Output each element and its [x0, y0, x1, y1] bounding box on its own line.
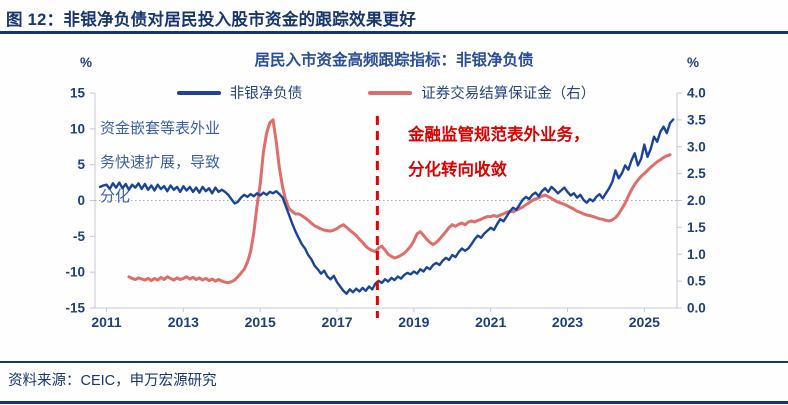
right-axis-tick-label: 0.0: [687, 301, 706, 316]
right-axis-tick-label: 4.0: [687, 86, 706, 101]
left-axis-tick-label: 10: [70, 121, 85, 136]
footer-divider: [0, 361, 788, 363]
right-axis-tick-label: 3.5: [687, 112, 706, 127]
legend-label: 非银净负债: [229, 86, 303, 102]
left-axis-tick-label: 15: [70, 86, 86, 101]
figure-caption: 图 12：非银净负债对居民投入股市资金的跟踪效果更好: [6, 11, 417, 29]
chart-legend: 非银净负债 证券交易结算保证金（右）: [95, 82, 677, 103]
left-axis-unit-label: %: [80, 55, 93, 70]
left-axis-tick-label: -15: [65, 301, 85, 316]
right-axis-tick-label: 2.0: [687, 193, 706, 208]
settlement-margin-line: [127, 118, 672, 285]
right-axis-tick-label: 1.5: [687, 220, 706, 235]
annotation-line: 务快速扩展，导致: [100, 154, 221, 171]
legend-label: 证券交易结算保证金（右）: [421, 86, 596, 102]
header-divider: [0, 31, 788, 34]
annotation-line: 资金嵌套等表外业: [100, 120, 221, 137]
x-axis-tick-label: 2025: [629, 314, 660, 330]
nonbank-net-liabilities-line: [98, 118, 675, 295]
x-axis-tick-label: 2023: [552, 314, 583, 330]
annotation-divergence: 资金嵌套等表外业 务快速扩展，导致 分化: [100, 112, 220, 214]
right-axis-tick-label: 1.0: [687, 247, 706, 262]
legend-item-settlement-margin[interactable]: 证券交易结算保证金（右）: [368, 82, 595, 103]
right-axis-tick-label: 2.5: [687, 166, 706, 181]
x-axis-tick-label: 2017: [321, 314, 352, 330]
bottom-border: [0, 401, 788, 404]
annotation-line: 分化: [100, 188, 131, 205]
right-axis-unit-label: %: [687, 55, 700, 70]
legend-item-nonbank-net-liabilities[interactable]: 非银净负债: [176, 82, 303, 103]
left-axis-tick-label: 5: [77, 157, 85, 172]
left-axis-tick-label: -5: [73, 229, 85, 244]
annotation-convergence: 金融监管规范表外业务， 分化转向收敛: [408, 118, 590, 188]
blue-line-swatch-icon: [176, 90, 221, 95]
x-axis-tick-label: 2013: [168, 314, 199, 330]
right-axis-tick-label: 3.0: [687, 139, 706, 154]
annotation-line: 金融监管规范表外业务，: [408, 126, 590, 144]
x-axis-tick-label: 2011: [91, 314, 122, 330]
left-axis-tick-label: 0: [77, 193, 85, 208]
x-axis-tick-label: 2015: [245, 314, 276, 330]
right-axis-tick-label: 0.5: [687, 274, 706, 289]
x-axis-tick-label: 2021: [475, 314, 506, 330]
source-note: 资料来源：CEIC，申万宏源研究: [8, 373, 217, 389]
red-line-swatch-icon: [368, 90, 413, 95]
x-axis-tick-label: 2019: [398, 314, 429, 330]
chart-title: 居民入市资金高频跟踪指标：非银净负债: [254, 52, 534, 69]
left-axis-tick-label: -10: [65, 265, 85, 280]
annotation-line: 分化转向收敛: [408, 161, 507, 179]
